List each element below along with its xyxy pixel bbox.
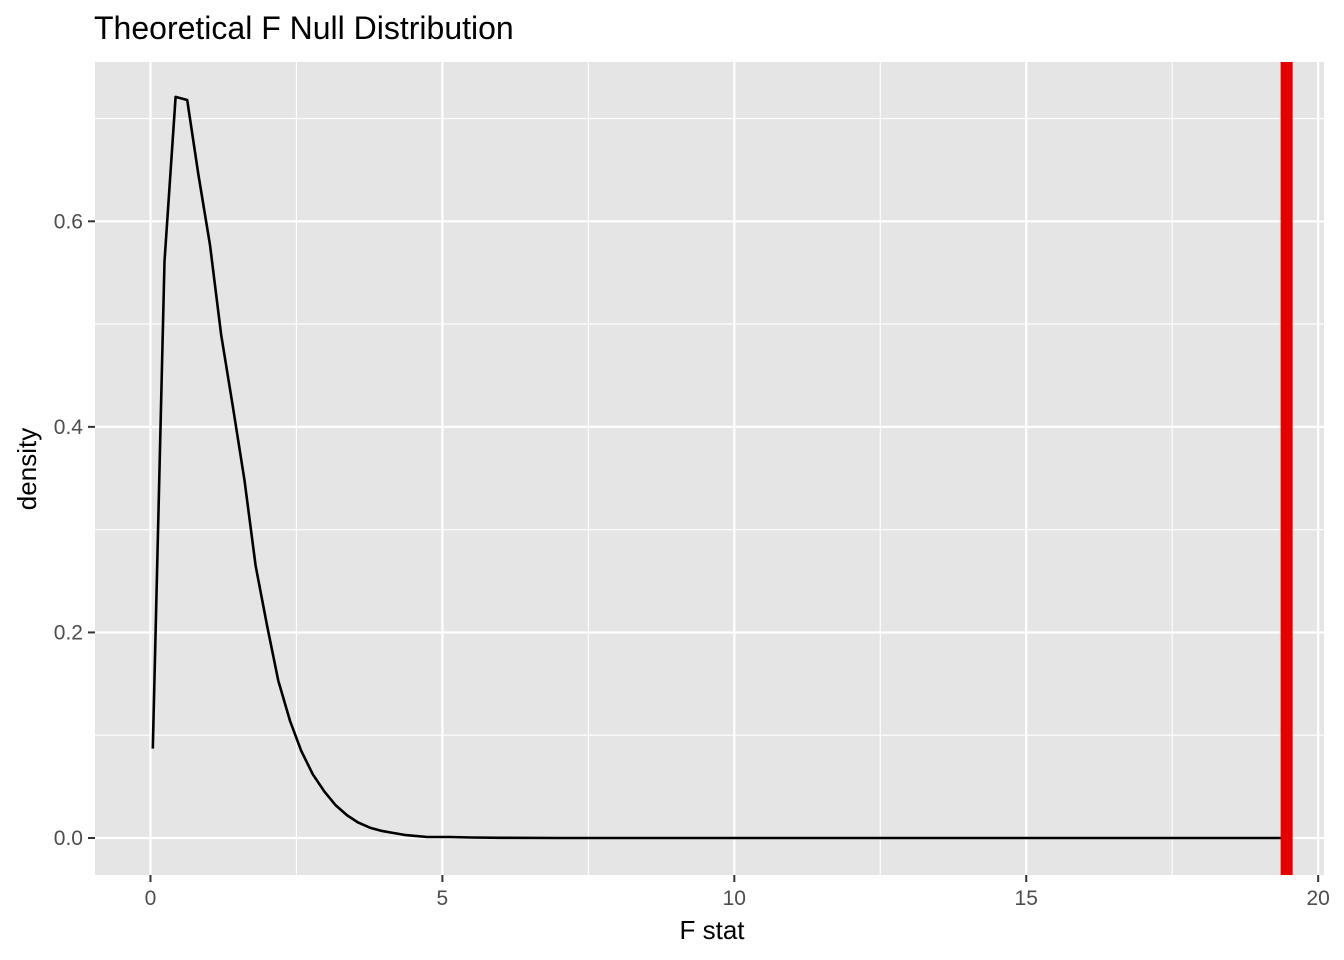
x-tick-label: 10 <box>723 887 746 910</box>
minor-grid <box>95 62 1324 875</box>
plot-panel <box>95 62 1324 875</box>
x-axis-title: F stat <box>679 915 745 945</box>
y-tick-label: 0.0 <box>54 827 83 850</box>
y-tick-label: 0.2 <box>54 621 83 644</box>
y-tick-label: 0.4 <box>54 416 84 439</box>
density-curve <box>151 95 1287 840</box>
y-tick-label: 0.6 <box>54 210 83 233</box>
x-tick-label: 15 <box>1015 887 1038 910</box>
x-tick-label: 5 <box>437 887 449 910</box>
x-tick-label: 0 <box>145 887 157 910</box>
series-layer <box>151 95 1287 840</box>
y-axis: 0.0 0.2 0.4 0.6 <box>54 210 95 850</box>
y-axis-title: density <box>12 428 42 510</box>
x-axis: 0 5 10 15 20 <box>145 875 1330 910</box>
chart-title: Theoretical F Null Distribution <box>94 10 514 46</box>
x-tick-label: 20 <box>1306 887 1329 910</box>
